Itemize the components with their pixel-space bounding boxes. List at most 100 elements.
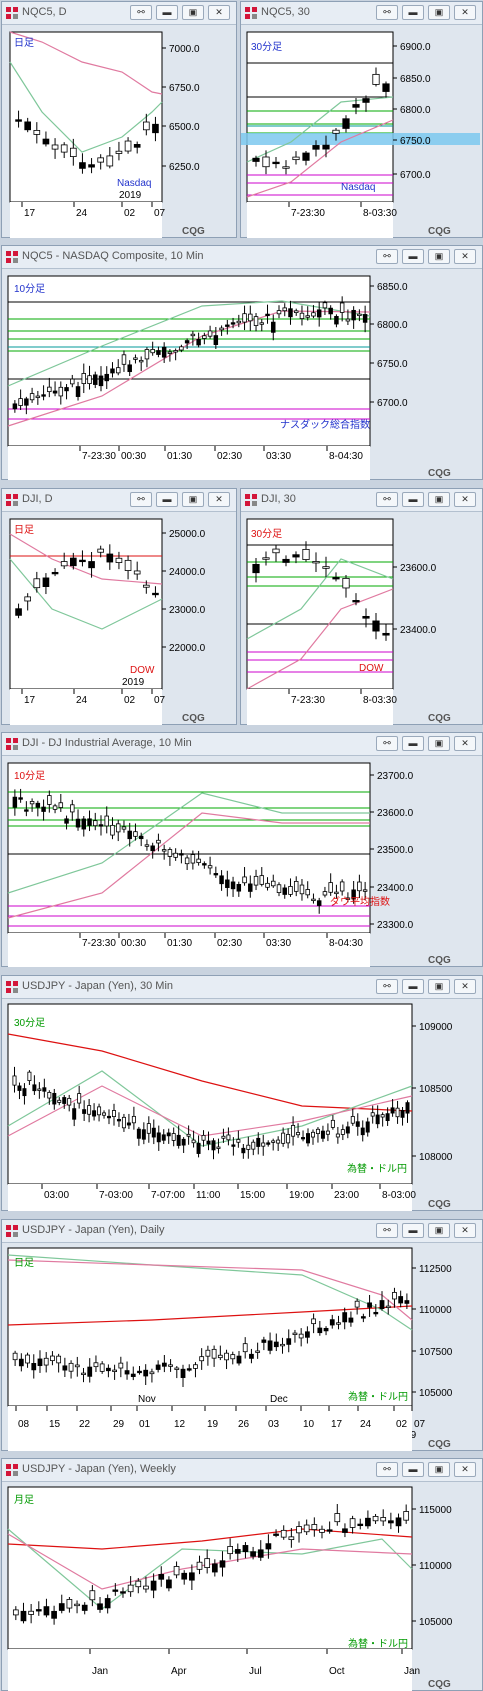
- minimize-button[interactable]: ▬: [402, 736, 424, 751]
- candle-body: [357, 881, 362, 892]
- minimize-button[interactable]: ▬: [156, 5, 178, 20]
- minimize-button[interactable]: ▬: [402, 249, 424, 264]
- candle-body: [115, 367, 121, 374]
- cqg-brand: CQG: [428, 468, 451, 479]
- candle-body: [131, 1115, 136, 1124]
- candle-body: [316, 900, 322, 906]
- maximize-button[interactable]: ▣: [428, 979, 450, 994]
- candle-body: [115, 557, 123, 563]
- candle-body: [267, 1340, 273, 1351]
- close-button[interactable]: ✕: [454, 979, 476, 994]
- candle-body: [292, 156, 300, 161]
- moving-average-line: [9, 61, 163, 153]
- maximize-button[interactable]: ▣: [428, 1462, 450, 1477]
- candle-body: [82, 1109, 87, 1114]
- maximize-button[interactable]: ▣: [428, 1223, 450, 1238]
- candle-body: [42, 138, 50, 145]
- chart-window-dji-daily[interactable]: DJI, D ⚯ ▬ ▣ ✕ 日足 DOW 2019 25000.0 24000.0 23000.0…: [1, 488, 237, 725]
- close-button[interactable]: ✕: [454, 736, 476, 751]
- candle-body: [219, 1560, 226, 1568]
- candle-body: [98, 375, 104, 387]
- window-titlebar[interactable]: USDJPY - Japan (Yen), Daily ⚯ ▬ ▣ ✕: [2, 1220, 482, 1243]
- candle-body: [282, 887, 287, 895]
- window-titlebar[interactable]: NQC5, 30 ⚯ ▬ ▣ ✕: [241, 2, 482, 25]
- candle-body: [216, 1146, 221, 1149]
- close-button[interactable]: ✕: [454, 492, 476, 507]
- link-icon[interactable]: ⚯: [376, 1223, 398, 1238]
- link-icon[interactable]: ⚯: [376, 492, 398, 507]
- candle-body: [273, 1341, 279, 1348]
- link-icon[interactable]: ⚯: [376, 1462, 398, 1477]
- close-button[interactable]: ✕: [454, 1223, 476, 1238]
- window-titlebar[interactable]: DJI, 30 ⚯ ▬ ▣ ✕: [241, 489, 482, 512]
- x-tick-label: 8-04:30: [329, 938, 363, 949]
- window-titlebar[interactable]: NQC5, D ⚯ ▬ ▣ ✕: [2, 2, 236, 25]
- candle-body: [199, 1356, 205, 1362]
- candle-body: [35, 802, 41, 808]
- candle-body: [328, 882, 333, 893]
- y-tick-label: 6900.0: [400, 42, 431, 53]
- link-icon[interactable]: ⚯: [130, 5, 152, 20]
- maximize-button[interactable]: ▣: [182, 492, 204, 507]
- candle-body: [92, 1110, 97, 1117]
- candle-body: [89, 1590, 96, 1601]
- window-titlebar[interactable]: DJI, D ⚯ ▬ ▣ ✕: [2, 489, 236, 512]
- chart-window-dji-10min[interactable]: DJI - DJ Industrial Average, 10 Min ⚯ ▬ ▣ ✕ 1…: [1, 732, 483, 967]
- link-icon[interactable]: ⚯: [376, 736, 398, 751]
- candle-body: [293, 881, 299, 892]
- y-tick-label: 6750.0: [377, 359, 408, 370]
- maximize-button[interactable]: ▣: [428, 736, 450, 751]
- link-icon[interactable]: ⚯: [376, 979, 398, 994]
- maximize-button[interactable]: ▣: [428, 249, 450, 264]
- candle-body: [121, 354, 127, 365]
- year-label: 2019: [119, 190, 142, 201]
- chart-window-usdjpy-weekly[interactable]: USDJPY - Japan (Yen), Weekly ⚯ ▬ ▣ ✕ 月足 為替・ドル円…: [1, 1458, 483, 1691]
- maximize-button[interactable]: ▣: [428, 5, 450, 20]
- close-button[interactable]: ✕: [208, 492, 230, 507]
- candle-body: [206, 1140, 211, 1145]
- moving-average-line: [9, 31, 163, 95]
- candle-body: [398, 1296, 404, 1304]
- maximize-button[interactable]: ▣: [428, 492, 450, 507]
- candle-body: [326, 1529, 333, 1532]
- candle-body: [184, 340, 190, 344]
- plot-area: [9, 518, 163, 690]
- cqg-brand: CQG: [428, 1199, 451, 1210]
- window-titlebar[interactable]: USDJPY - Japan (Yen), Weekly ⚯ ▬ ▣ ✕: [2, 1459, 482, 1482]
- cqg-app-icon: [6, 494, 18, 506]
- minimize-button[interactable]: ▬: [402, 5, 424, 20]
- chart-window-usdjpy-30min[interactable]: USDJPY - Japan (Yen), 30 Min ⚯ ▬ ▣ ✕ 30分足 為替・ド…: [1, 975, 483, 1211]
- close-button[interactable]: ✕: [454, 249, 476, 264]
- window-titlebar[interactable]: DJI - DJ Industrial Average, 10 Min ⚯ ▬ ▣ ✕: [2, 733, 482, 756]
- moving-average-line: [9, 558, 163, 630]
- minimize-button[interactable]: ▬: [402, 1462, 424, 1477]
- chart-window-nq-10min[interactable]: NQC5 - NASDAQ Composite, 10 Min ⚯ ▬ ▣ ✕ 10分足ナ…: [1, 245, 483, 480]
- close-button[interactable]: ✕: [454, 1462, 476, 1477]
- minimize-button[interactable]: ▬: [156, 492, 178, 507]
- window-titlebar[interactable]: USDJPY - Japan (Yen), 30 Min ⚯ ▬ ▣ ✕: [2, 976, 482, 999]
- close-button[interactable]: ✕: [208, 5, 230, 20]
- highlight-band: [241, 133, 480, 145]
- maximize-button[interactable]: ▣: [182, 5, 204, 20]
- link-icon[interactable]: ⚯: [376, 5, 398, 20]
- link-icon[interactable]: ⚯: [376, 249, 398, 264]
- chart-canvas: 日足為替・ドル円20191125001100001075001050000815…: [7, 1247, 453, 1451]
- window-titlebar[interactable]: NQC5 - NASDAQ Composite, 10 Min ⚯ ▬ ▣ ✕: [2, 246, 482, 269]
- close-button[interactable]: ✕: [454, 5, 476, 20]
- link-icon[interactable]: ⚯: [130, 492, 152, 507]
- minimize-button[interactable]: ▬: [402, 492, 424, 507]
- chart-window-nq-daily[interactable]: NQC5, D ⚯ ▬ ▣ ✕ 日足 Nasdaq 2019 7000.0 6750.0 6500.…: [1, 1, 237, 238]
- x-tick-label: 15:00: [240, 1190, 265, 1201]
- candle-body: [176, 1134, 181, 1146]
- candle-body: [180, 1368, 186, 1378]
- chart-window-dji-30min[interactable]: DJI, 30 ⚯ ▬ ▣ ✕ 30分足 DOW 23600.0 23400.0 7-23:30 8…: [240, 488, 483, 725]
- minimize-button[interactable]: ▬: [402, 1223, 424, 1238]
- candle-body: [81, 818, 87, 830]
- x-tick-label: 7-23:30: [82, 451, 116, 462]
- candle-body: [357, 313, 362, 317]
- chart-window-nq-30min[interactable]: NQC5, 30 ⚯ ▬ ▣ ✕ 30分足 Nasdaq 6900.0 6850.0 6800.0…: [240, 1, 483, 238]
- minimize-button[interactable]: ▬: [402, 979, 424, 994]
- cqg-app-icon: [245, 494, 257, 506]
- candle-body: [99, 1363, 105, 1372]
